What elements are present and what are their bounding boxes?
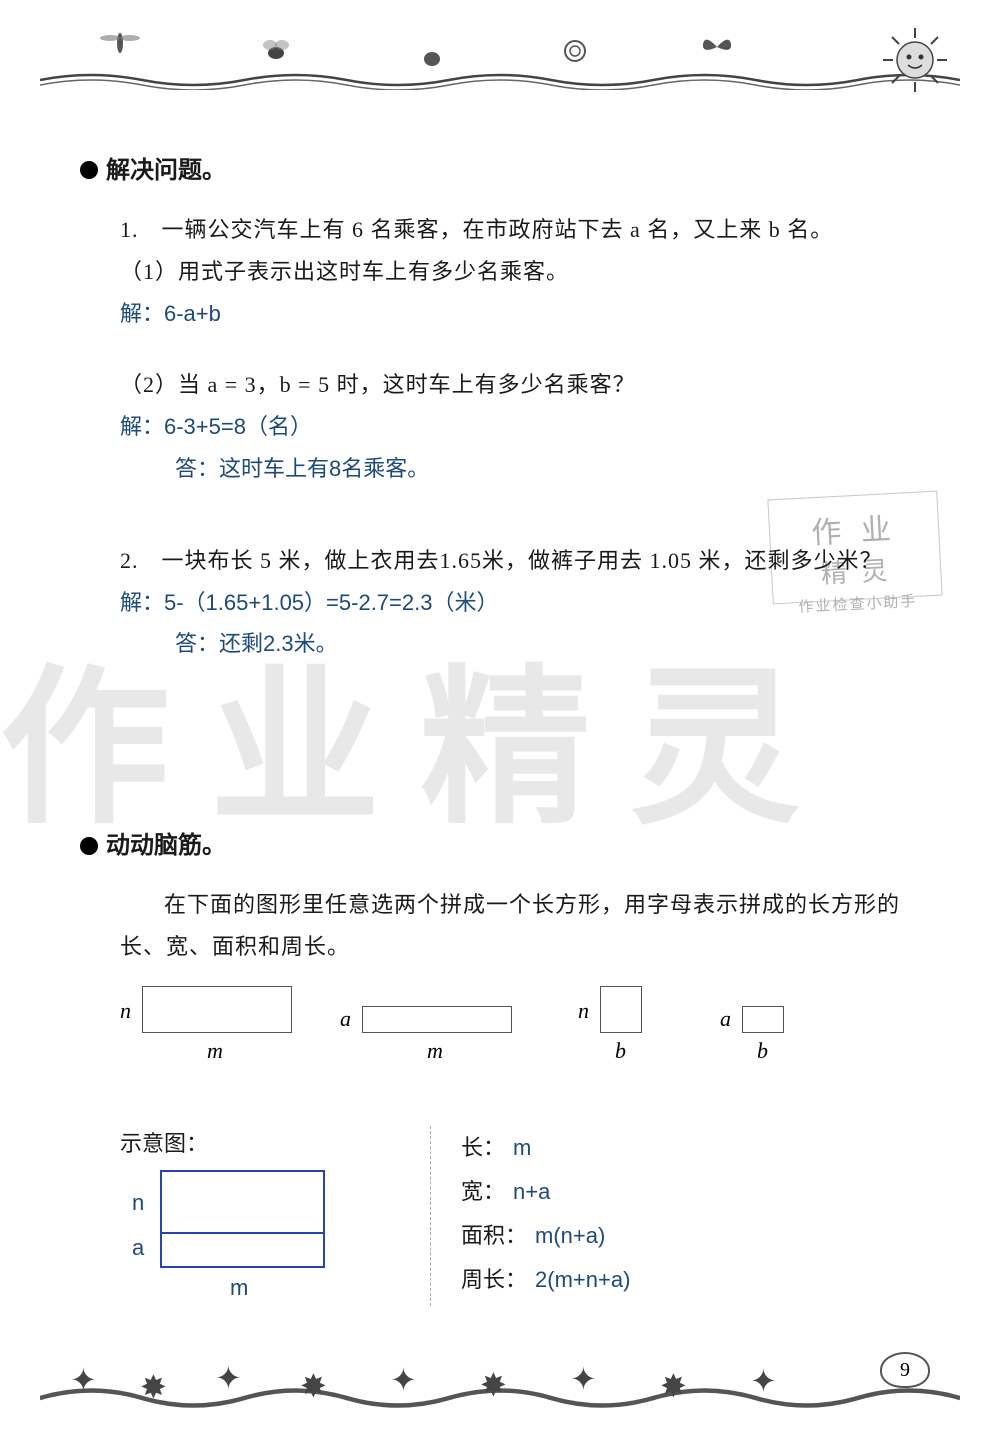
- leaf-icon: ✸: [660, 1367, 687, 1405]
- results-column: 长： m 宽： n+a 面积： m(n+a) 周长： 2(m+n+a): [430, 1126, 630, 1306]
- shape-4-rect: [742, 1006, 784, 1033]
- bee-icon: [260, 35, 292, 71]
- leaf-icon: ✦: [390, 1361, 417, 1399]
- q1-ans2b: 答：这时车上有8名乘客。: [175, 448, 920, 490]
- page-footer-decoration: ✦ ✸ ✦ ✸ ✦ ✸ ✦ ✸ ✦: [40, 1353, 960, 1413]
- q1-ans2a: 解：6-3+5=8（名）: [120, 406, 920, 448]
- rect-divider: [162, 1232, 323, 1234]
- leaf-icon: ✸: [480, 1366, 507, 1404]
- section-1-title-text: 解决问题。: [106, 158, 226, 184]
- result-perimeter: 周长： 2(m+n+a): [461, 1258, 630, 1302]
- shapes-row: n m a m n b a b: [130, 986, 920, 1076]
- dim-m: m: [230, 1275, 248, 1301]
- shape-2-bottom-label: m: [427, 1038, 443, 1064]
- result-width: 宽： n+a: [461, 1170, 630, 1214]
- diagram-column: 示意图： n a m: [120, 1126, 420, 1268]
- leaf-icon: ✸: [140, 1368, 167, 1406]
- bug-icon: [420, 45, 444, 77]
- page-header-decoration: [40, 20, 960, 100]
- shape-4-left-label: a: [720, 1006, 731, 1032]
- shape-3-bottom-label: b: [615, 1038, 626, 1064]
- bullet-icon: [80, 161, 98, 179]
- dim-a: a: [132, 1235, 144, 1261]
- shape-3-rect: [600, 986, 642, 1033]
- section-1-title: 解决问题。: [80, 150, 920, 185]
- section-2-title: 动动脑筋。: [80, 825, 920, 860]
- diagram-title: 示意图：: [120, 1126, 420, 1158]
- result-perimeter-value: 2(m+n+a): [535, 1267, 630, 1292]
- snail-icon: [560, 38, 590, 72]
- section-2-prompt: 在下面的图形里任意选两个拼成一个长方形，用字母表示拼成的长方形的长、宽、面积和周…: [120, 884, 920, 968]
- leaf-icon: ✦: [215, 1359, 242, 1397]
- leaf-icon: ✦: [570, 1360, 597, 1398]
- page-number: 9: [880, 1352, 930, 1388]
- dim-n: n: [132, 1190, 144, 1216]
- q2-text: 2. 一块布长 5 米，做上衣用去1.65米，做裤子用去 1.05 米，还剩多少…: [120, 540, 920, 582]
- wave-line: [40, 70, 960, 90]
- q1-sub1: （1）用式子表示出这时车上有多少名乘客。: [120, 251, 920, 293]
- shape-2-rect: [362, 1006, 512, 1033]
- result-perimeter-label: 周长：: [461, 1267, 527, 1292]
- q2-ans2: 答：还剩2.3米。: [175, 623, 920, 665]
- q1-ans1: 解：6-a+b: [120, 293, 920, 335]
- q1-text: 1. 一辆公交汽车上有 6 名乘客，在市政府站下去 a 名，又上来 b 名。: [120, 209, 920, 251]
- dragonfly-icon: [100, 28, 140, 66]
- result-area: 面积： m(n+a): [461, 1214, 630, 1258]
- leaf-icon: ✦: [750, 1362, 777, 1400]
- q2-ans1: 解：5-（1.65+1.05）=5-2.7=2.3（米）: [120, 582, 920, 624]
- shape-3-left-label: n: [578, 998, 589, 1024]
- diagram-box: n a m: [160, 1170, 420, 1268]
- shape-2-left-label: a: [340, 1006, 351, 1032]
- leaf-icon: ✸: [300, 1367, 327, 1405]
- shape-1-rect: [142, 986, 292, 1033]
- shape-1-bottom-label: m: [207, 1038, 223, 1064]
- shape-1-left-label: n: [120, 998, 131, 1024]
- result-area-label: 面积：: [461, 1223, 527, 1248]
- result-length: 长： m: [461, 1126, 630, 1170]
- sun-icon: [880, 25, 950, 95]
- result-width-value: n+a: [513, 1179, 550, 1204]
- result-width-label: 宽：: [461, 1179, 505, 1204]
- bullet-icon: [80, 837, 98, 855]
- shape-4-bottom-label: b: [757, 1038, 768, 1064]
- result-length-label: 长：: [461, 1135, 505, 1160]
- result-area-value: m(n+a): [535, 1223, 605, 1248]
- butterfly-icon: [700, 32, 734, 70]
- section-2-title-text: 动动脑筋。: [106, 833, 226, 859]
- result-length-value: m: [513, 1135, 531, 1160]
- combined-rectangle: [160, 1170, 325, 1268]
- leaf-icon: ✦: [70, 1361, 97, 1399]
- q1-sub2: （2）当 a = 3，b = 5 时，这时车上有多少名乘客？: [120, 364, 920, 406]
